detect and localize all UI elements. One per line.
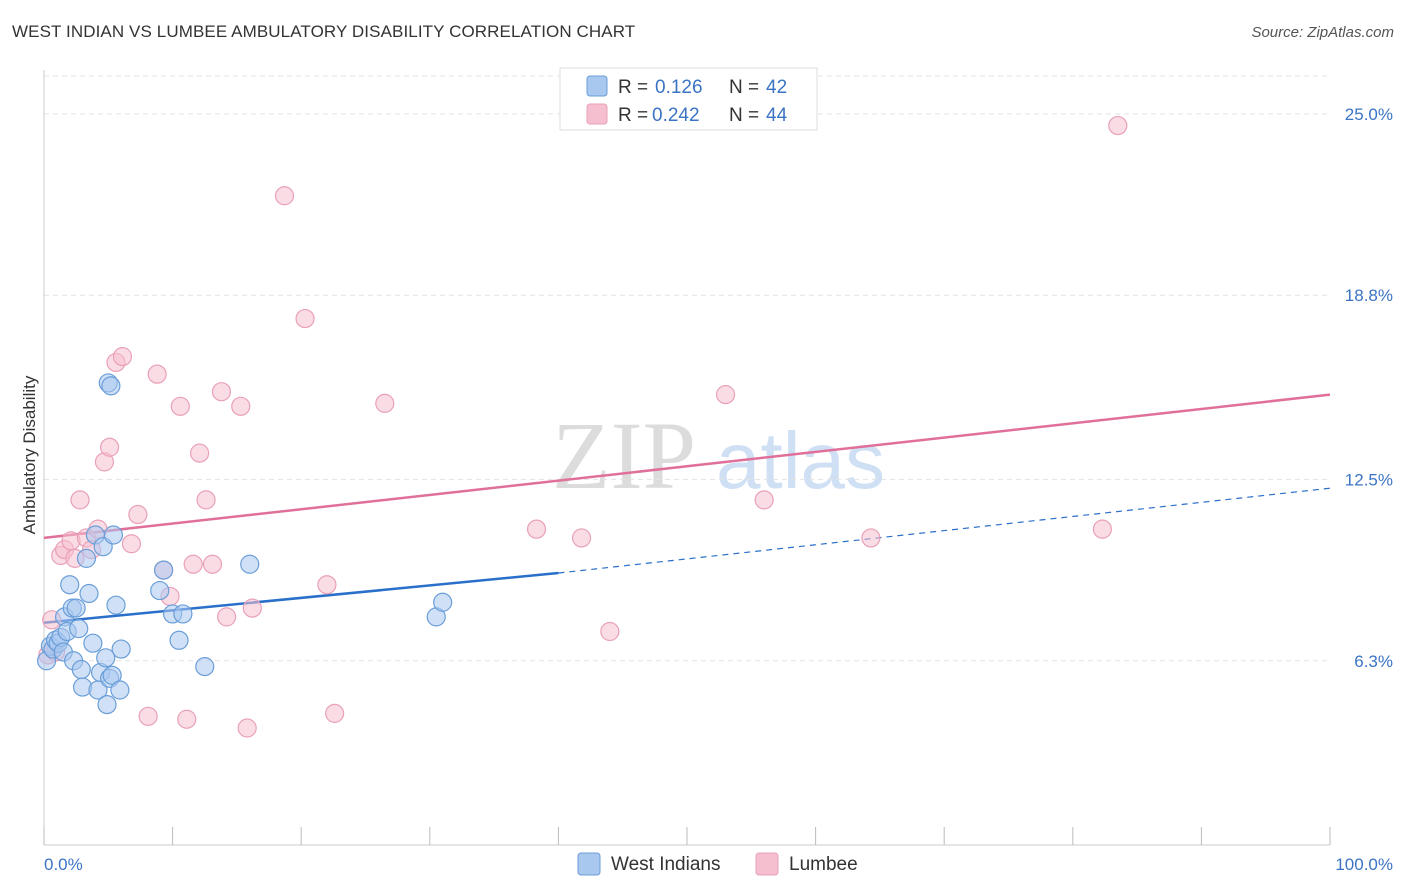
- axes: [43, 70, 1331, 846]
- tick-labels: 6.3% 12.5% 18.8% 25.0% 0.0% 100.0%: [44, 105, 1393, 874]
- point-west-indians: [103, 525, 124, 545]
- x-tick-label: 0.0%: [44, 855, 83, 874]
- point-lumbee: [190, 443, 210, 463]
- point-lumbee: [571, 528, 592, 548]
- point-lumbee: [217, 607, 237, 627]
- point-west-indians: [433, 592, 453, 612]
- point-west-indians: [150, 580, 170, 601]
- legend-r-label-lumbee: R =: [618, 105, 648, 126]
- point-lumbee: [295, 308, 315, 329]
- point-lumbee: [242, 598, 262, 618]
- point-lumbee: [112, 347, 133, 367]
- point-lumbee: [715, 385, 736, 405]
- point-west-indians: [173, 604, 193, 624]
- point-lumbee: [99, 437, 120, 457]
- chart-source: Source: ZipAtlas.com: [1251, 24, 1394, 41]
- bottom-legend-label-west-indians: West Indians: [611, 854, 720, 875]
- point-lumbee: [1108, 115, 1128, 136]
- point-lumbee: [177, 709, 197, 729]
- legend-n-value-west-indians: 42: [766, 77, 787, 98]
- bottom-legend-label-lumbee: Lumbee: [789, 854, 858, 875]
- point-lumbee: [128, 504, 148, 525]
- legend-r-value-lumbee: 0.242: [652, 105, 700, 126]
- y-axis-title: Ambulatory Disability: [20, 375, 39, 534]
- point-lumbee: [754, 490, 774, 510]
- legend-r-label-west-indians: R =: [618, 77, 648, 98]
- point-lumbee: [526, 519, 547, 539]
- legend-swatch-lumbee: [586, 103, 608, 125]
- point-west-indians: [153, 560, 174, 580]
- legend-n-label-west-indians: N =: [729, 77, 759, 98]
- point-lumbee: [196, 490, 216, 510]
- point-west-indians: [106, 595, 126, 615]
- bottom-legend: West Indians Lumbee: [577, 852, 858, 876]
- point-lumbee: [600, 621, 620, 642]
- legend-n-label-lumbee: N =: [729, 105, 759, 126]
- point-lumbee: [70, 490, 90, 510]
- point-lumbee: [170, 396, 190, 416]
- point-west-indians: [79, 583, 99, 604]
- point-west-indians: [71, 659, 91, 680]
- y-tick-label: 6.3%: [1354, 652, 1393, 671]
- point-west-indians: [96, 648, 116, 668]
- point-lumbee: [183, 554, 203, 574]
- point-lumbee: [317, 575, 337, 595]
- legend-n-value-lumbee: 44: [766, 105, 788, 126]
- point-west-indians: [69, 618, 89, 639]
- trend-line-west-indians-extension: [558, 487, 1331, 574]
- data-points: [36, 115, 1128, 738]
- point-lumbee: [861, 528, 881, 548]
- point-west-indians: [111, 639, 131, 659]
- legend-r-value-west-indians: 0.126: [655, 77, 703, 98]
- top-legend: R = 0.126 N = 42 R = 0.242 N = 44: [559, 67, 818, 131]
- point-lumbee: [325, 703, 345, 723]
- point-lumbee: [121, 534, 142, 554]
- point-west-indians: [240, 554, 260, 574]
- trend-line-lumbee: [43, 393, 1331, 540]
- point-lumbee: [274, 186, 295, 206]
- point-lumbee: [202, 554, 223, 574]
- point-lumbee: [1092, 519, 1112, 539]
- legend-swatch-west-indians: [586, 75, 608, 97]
- y-tick-label: 12.5%: [1345, 470, 1393, 489]
- watermark: ZIP atlas: [552, 402, 885, 509]
- point-lumbee: [138, 706, 158, 726]
- y-tick-label: 18.8%: [1345, 286, 1393, 305]
- point-lumbee: [147, 364, 167, 384]
- point-lumbee: [211, 382, 232, 402]
- point-west-indians: [66, 598, 86, 618]
- bottom-legend-swatch-west-indians: [577, 852, 601, 876]
- point-west-indians: [83, 633, 103, 653]
- point-lumbee: [375, 393, 395, 413]
- point-lumbee: [231, 396, 251, 416]
- watermark-zip: ZIP: [552, 402, 696, 509]
- point-west-indians: [101, 376, 121, 396]
- point-west-indians: [110, 680, 130, 700]
- y-tick-label: 25.0%: [1345, 105, 1393, 124]
- point-west-indians: [169, 630, 189, 650]
- chart-title: WEST INDIAN VS LUMBEE AMBULATORY DISABIL…: [12, 22, 636, 41]
- x-tick-label: 100.0%: [1335, 855, 1393, 874]
- grid-lines: [44, 75, 1330, 662]
- point-west-indians: [76, 548, 97, 568]
- point-west-indians: [195, 657, 215, 677]
- bottom-legend-swatch-lumbee: [755, 852, 779, 876]
- trend-lines: [43, 393, 1331, 624]
- point-west-indians: [97, 695, 117, 715]
- point-lumbee: [237, 718, 257, 738]
- point-west-indians: [60, 575, 80, 595]
- trend-line-west-indians: [43, 571, 559, 624]
